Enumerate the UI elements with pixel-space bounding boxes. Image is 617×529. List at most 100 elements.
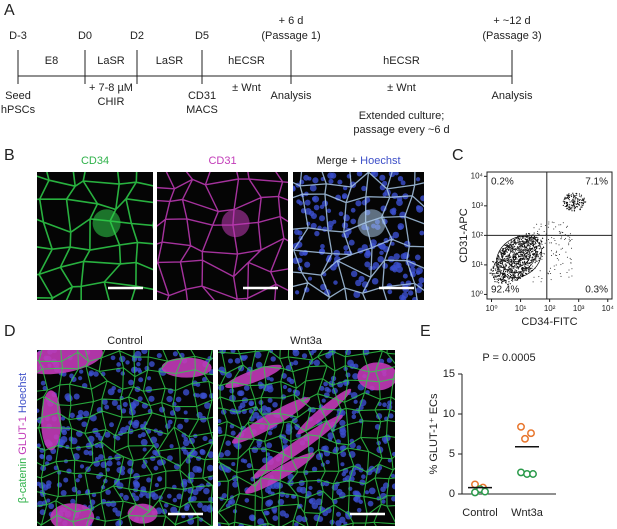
- event-dot: [569, 206, 571, 208]
- x-tick-label: 10⁴: [602, 304, 615, 313]
- event-dot: [521, 262, 524, 264]
- event-dot: [542, 246, 545, 248]
- nucleus: [332, 219, 337, 224]
- event-dot: [499, 262, 502, 264]
- event-dot: [509, 255, 511, 257]
- event-dot: [565, 205, 568, 208]
- event-dot: [581, 198, 584, 200]
- event-dot: [514, 262, 516, 264]
- event-dot: [518, 242, 520, 244]
- event-dot: [517, 249, 519, 252]
- nucleus: [310, 222, 317, 229]
- event-dot: [499, 279, 502, 281]
- event-dot: [501, 249, 503, 252]
- event-dot: [516, 258, 518, 260]
- event-dot: [529, 246, 531, 248]
- nucleus: [352, 373, 359, 380]
- event-dot: [517, 248, 519, 250]
- milestone-label: (Passage 3): [482, 30, 541, 42]
- nucleus: [123, 494, 129, 501]
- nucleus: [325, 352, 332, 359]
- nucleus: [389, 208, 396, 215]
- event-dot: [529, 249, 532, 252]
- event-dot: [502, 251, 504, 253]
- nucleus: [296, 486, 303, 493]
- nucleus: [390, 241, 395, 246]
- event-dot: [493, 261, 495, 263]
- event-dot: [517, 253, 519, 255]
- event-dot: [583, 201, 585, 203]
- nucleus: [324, 386, 330, 392]
- panel-label: A: [4, 2, 15, 19]
- event-dot: [518, 255, 520, 257]
- event-dot: [549, 242, 551, 244]
- event-dot: [556, 258, 558, 260]
- event-dot: [568, 195, 570, 197]
- event-dot: [512, 251, 514, 253]
- event-dot: [509, 269, 512, 271]
- event-dot: [571, 268, 573, 270]
- panel-label: C: [452, 147, 464, 164]
- event-dot: [528, 269, 530, 271]
- event-dot: [501, 282, 503, 284]
- event-dot: [510, 279, 513, 281]
- event-dot: [532, 253, 535, 255]
- event-dot: [528, 253, 530, 255]
- nucleus: [265, 452, 271, 457]
- event-dot: [537, 230, 539, 232]
- y-tick-label: 10³: [471, 201, 483, 210]
- event-dot: [560, 264, 562, 266]
- nucleus: [342, 195, 347, 200]
- event-dot: [555, 264, 557, 266]
- nucleus: [315, 498, 323, 506]
- nucleus: [42, 385, 48, 391]
- event-dot: [558, 231, 560, 233]
- nucleus: [313, 204, 320, 211]
- event-dot: [519, 243, 521, 246]
- event-dot: [492, 266, 494, 268]
- event-dot: [505, 245, 508, 247]
- event-dot: [541, 242, 543, 244]
- image-title: CD34: [81, 155, 109, 167]
- nucleus: [127, 459, 134, 467]
- event-dot: [524, 255, 527, 258]
- event-label: CD31: [188, 90, 216, 102]
- event-dot: [496, 281, 498, 283]
- event-dot: [547, 272, 549, 274]
- event-dot: [510, 241, 512, 243]
- event-dot: [561, 236, 563, 238]
- nucleus: [104, 404, 110, 410]
- nucleus: [195, 393, 201, 398]
- event-dot: [573, 202, 575, 204]
- nucleus: [192, 489, 199, 496]
- event-dot: [543, 253, 545, 255]
- event-dot: [492, 267, 494, 269]
- event-dot: [568, 209, 570, 211]
- event-dot: [512, 246, 514, 248]
- nucleus: [140, 438, 148, 446]
- event-dot: [553, 222, 555, 224]
- milestone-label: D5: [195, 30, 209, 42]
- event-dot: [524, 257, 526, 259]
- event-dot: [541, 243, 543, 245]
- event-dot: [566, 256, 568, 258]
- event-dot: [501, 253, 503, 256]
- medium-label: hECSR: [383, 55, 420, 67]
- event-dot: [511, 261, 513, 264]
- event-dot: [537, 256, 539, 258]
- image-title: Wnt3a: [290, 335, 323, 347]
- nucleus: [199, 448, 205, 454]
- event-dot: [512, 276, 514, 278]
- nucleus: [70, 498, 76, 505]
- event-dot: [517, 263, 520, 265]
- nucleus: [371, 265, 376, 271]
- nucleus: [336, 511, 342, 517]
- nucleus: [229, 388, 235, 394]
- event-dot: [503, 272, 505, 275]
- event-dot: [576, 206, 579, 208]
- event-dot: [532, 250, 534, 252]
- event-dot: [513, 252, 515, 254]
- event-dot: [579, 202, 581, 204]
- nucleus: [251, 446, 259, 454]
- nucleus: [311, 196, 317, 201]
